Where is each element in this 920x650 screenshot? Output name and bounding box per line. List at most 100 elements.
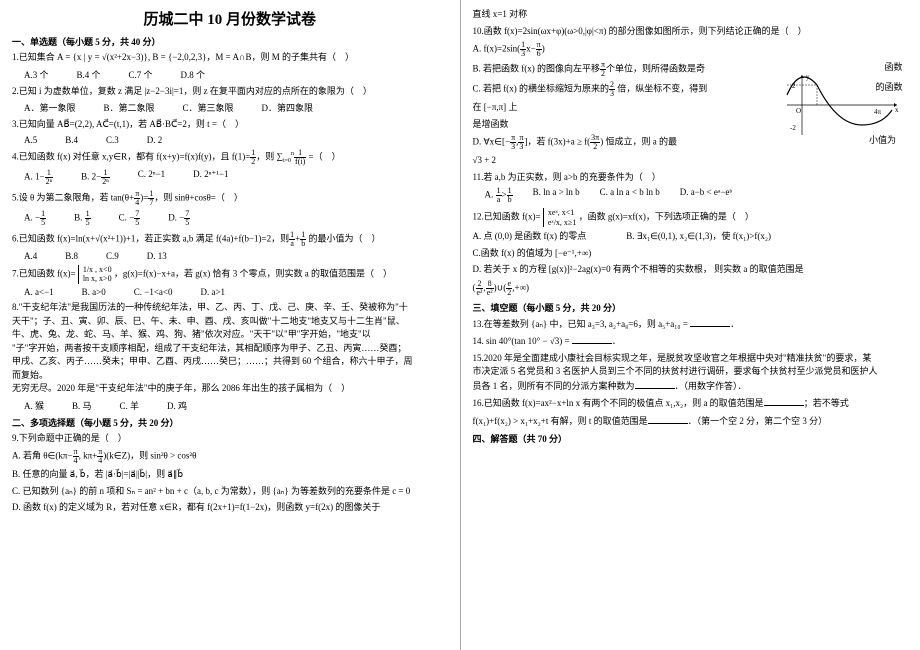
q7-opt-c: C. −1<a<0 bbox=[134, 287, 173, 297]
q2-opt-c: C．第三象限 bbox=[183, 101, 234, 114]
question-13: 13.在等差数列 {aₙ} 中，已知 a₃=3, a₂+a₈=6，则 a₅+a₁… bbox=[473, 317, 909, 332]
blank-13 bbox=[690, 317, 730, 327]
q4-pre: 4.已知函数 f(x) 对任意 x,y∈R，都有 f(x+y)=f(x)f(y)… bbox=[12, 151, 250, 161]
q8-opt-b: B. 马 bbox=[72, 399, 92, 412]
q3-opt-d: D. 2 bbox=[147, 135, 163, 145]
q10-side1: 函数 bbox=[884, 61, 902, 75]
question-8: 8."干支纪年法"是我国历法的一种传统纪年法，甲、乙、丙、丁、戊、己、庚、辛、壬… bbox=[12, 301, 448, 396]
q10-side2: 的函数 bbox=[875, 81, 902, 95]
q1-opt-d: D.8 个 bbox=[181, 68, 206, 81]
q5-options: A. −15 B. 15 C. −75 D. −75 bbox=[24, 210, 448, 227]
section-4-head: 四、解答题（共 70 分） bbox=[473, 432, 909, 445]
q11-opt-d: D. a−b < eᵃ−eᵇ bbox=[680, 187, 732, 204]
q10-opt-c2: 在 [−π,π] 上 bbox=[473, 101, 909, 115]
q4-opt-d: D. 2ⁿ⁺¹−1 bbox=[193, 169, 228, 186]
q5-mid: )= bbox=[140, 192, 148, 202]
q2-options: A．第一象限 B．第二象限 C．第三象限 D．第四象限 bbox=[24, 101, 448, 114]
q12-piecewise: xeˣ, x<1eˣ/x, x≥1 bbox=[543, 208, 576, 227]
q6-post: 的最小值为（ ） bbox=[306, 233, 380, 243]
q12-opt-d: D. 若关于 x 的方程 [g(x)]²−2ag(x)=0 有两个不相等的实数根… bbox=[473, 263, 909, 277]
q8-line-f: 而复始。 bbox=[12, 369, 448, 383]
question-14: 14. sin 40°(tan 10° − √3) = ． bbox=[473, 334, 909, 349]
q11-opt-a: A. 1a>1b bbox=[485, 187, 513, 204]
q1-opt-b: B.4 个 bbox=[77, 68, 101, 81]
q10-d3: √3 + 2 bbox=[473, 154, 909, 168]
q6-opt-a: A.4 bbox=[24, 251, 37, 261]
q5-post: ，则 sinθ+cosθ=（ ） bbox=[154, 192, 243, 202]
q7-pre: 7.已知函数 f(x)= bbox=[12, 269, 76, 279]
q2-opt-b: B．第二象限 bbox=[104, 101, 155, 114]
q7-piecewise: 1/x , x<0ln x, x>0 bbox=[78, 265, 112, 284]
question-2: 2.已知 i 为虚数单位，复数 z 满足 |z−2−3i|=1，则 z 在复平面… bbox=[12, 85, 448, 99]
q8-opt-c: C. 羊 bbox=[120, 399, 140, 412]
q10-opt-c: C. 若把 f(x) 的横坐标缩短为原来的23 倍，纵坐标不变，得到 的函数 bbox=[473, 81, 773, 98]
q2-opt-a: A．第一象限 bbox=[24, 101, 76, 114]
q3-options: A.5 B.4 C.3 D. 2 bbox=[24, 135, 448, 145]
q3-opt-b: B.4 bbox=[65, 135, 78, 145]
frac-1a-1b: 1a bbox=[289, 231, 295, 248]
question-4: 4.已知函数 f(x) 对任意 x,y∈R，都有 f(x+y)=f(x)f(y)… bbox=[12, 149, 448, 166]
q6-options: A.4 B.8 C.9 D. 13 bbox=[24, 251, 448, 261]
q4-opt-a: A. 1−12ⁿ bbox=[24, 169, 53, 186]
blank-15 bbox=[635, 379, 675, 389]
q5-opt-c: C. −75 bbox=[119, 210, 141, 227]
blank-16b bbox=[648, 414, 688, 424]
q12-opt-d2: (2e²,8e²)∪(e2,+∞) bbox=[473, 280, 909, 297]
q8-line-c: 牛、虎、兔、龙、蛇、马、羊、猴、鸡、狗、猪"依次对应。"天干"以"甲"字开始，"… bbox=[12, 328, 448, 342]
q11-opt-b: B. ln a > ln b bbox=[533, 187, 580, 204]
q6-opt-d: D. 13 bbox=[147, 251, 167, 261]
q12-row-ab: A. 点 (0,0) 是函数 f(x) 的零点 B. ∃x₁∈(0,1), x₂… bbox=[473, 230, 909, 244]
q9d-continuation: 直线 x=1 对称 bbox=[473, 8, 909, 22]
q11-opt-c: C. a ln a < b ln b bbox=[600, 187, 660, 204]
frac-sum: 1f(i) bbox=[294, 149, 306, 166]
sum-expr: ∑i=0n bbox=[277, 151, 294, 161]
q10-opt-a: A. f(x)=2sin(13x−π6) bbox=[473, 41, 773, 58]
question-9: 9.下列命题中正确的是（ ） bbox=[12, 432, 448, 446]
q1-opt-a: A.3 个 bbox=[24, 68, 49, 81]
q7-opt-a: A. a<−1 bbox=[24, 287, 54, 297]
question-3: 3.已知向量 AB⃗=(2,2), AC⃗=(t,1)，若 AB⃗·BC⃗=2，… bbox=[12, 118, 448, 132]
q12-opt-a: A. 点 (0,0) 是函数 f(x) 的零点 bbox=[473, 230, 587, 244]
section-3-head: 三、填空题（每小题 5 分，共 20 分） bbox=[473, 301, 909, 314]
q8-opt-a: A. 猴 bbox=[24, 399, 44, 412]
q8-line-g: 无穷无尽。2020 年是"干支纪年法"中的庚子年，那么 2086 年出生的孩子属… bbox=[12, 382, 448, 396]
blank-14 bbox=[572, 334, 612, 344]
q2-opt-d: D．第四象限 bbox=[262, 101, 314, 114]
y-axis-label: y bbox=[806, 73, 810, 81]
q8-options: A. 猴 B. 马 C. 羊 D. 鸡 bbox=[24, 399, 448, 412]
q4-opt-c: C. 2ⁿ−1 bbox=[138, 169, 165, 186]
q7-options: A. a<−1 B. a>0 C. −1<a<0 D. a>1 bbox=[24, 287, 448, 297]
question-12: 12.已知函数 f(x)= xeˣ, x<1eˣ/x, x≥1 ，函数 g(x)… bbox=[473, 208, 909, 227]
q5-opt-b: B. 15 bbox=[74, 210, 91, 227]
q9-opt-d: D. 函数 f(x) 的定义域为 R，若对任意 x∈R，都有 f(2x+1)=f… bbox=[12, 501, 448, 515]
question-1: 1.已知集合 A = {x | y = √(x²+2x−3)}, B = {−2… bbox=[12, 51, 448, 65]
question-10: 10.函数 f(x)=2sin(ωx+φ)(ω>0,|φ|<π) 的部分图像如图… bbox=[473, 25, 909, 39]
question-11: 11.若 a,b 为正实数，则 a>b 的充要条件为（ ） bbox=[473, 171, 909, 185]
section-1-head: 一、单选题（每小题 5 分，共 40 分） bbox=[12, 35, 448, 48]
exam-title: 历城二中 10 月份数学试卷 bbox=[12, 8, 448, 29]
q5-opt-d: D. −75 bbox=[168, 210, 190, 227]
y-2-label: 2 bbox=[792, 82, 796, 90]
section-2-head: 二、多项选择题（每小题 5 分，共 20 分） bbox=[12, 416, 448, 429]
blank-16a bbox=[764, 396, 804, 406]
question-7: 7.已知函数 f(x)= 1/x , x<0ln x, x>0 ，g(x)=f(… bbox=[12, 265, 448, 284]
q12-opt-c: C.函数 f(x) 的值域为 [−e⁻¹,+∞) bbox=[473, 247, 909, 261]
q8-line-b: 天干"；子、丑、寅、卯、辰、巳、午、未、申、酉、戌、亥叫做"十二地支"地支又与十… bbox=[12, 315, 448, 329]
question-6: 6.已知函数 f(x)=ln(x+√(x²+1))+1，若正实数 a,b 满足 … bbox=[12, 231, 448, 248]
q5-opt-a: A. −15 bbox=[24, 210, 46, 227]
q8-line-a: 8."干支纪年法"是我国历法的一种传统纪年法，甲、乙、丙、丁、戊、己、庚、辛、壬… bbox=[12, 301, 448, 315]
q3-opt-c: C.3 bbox=[106, 135, 119, 145]
question-16b: f(x₁)+f(x₂) > x₁+x₂+t 有解，则 t 的取值范围是．（第一个… bbox=[473, 414, 909, 429]
q8-line-e: 甲戌、乙亥、丙子……癸未；甲申、乙酉、丙戌……癸巳；……；共得到 60 个组合，… bbox=[12, 355, 448, 369]
q6-pre: 6.已知函数 f(x)=ln(x+√(x²+1))+1，若正实数 a,b 满足 … bbox=[12, 233, 289, 243]
left-column: 历城二中 10 月份数学试卷 一、单选题（每小题 5 分，共 40 分） 1.已… bbox=[0, 0, 460, 650]
q10-opt-b: B. 若把函数 f(x) 的图像向左平移π2个单位，则所得函数是奇 函数 bbox=[473, 61, 773, 78]
q4-opt-b: B. 2−12ⁿ bbox=[81, 169, 110, 186]
q10-side3: 小值为 bbox=[869, 134, 896, 148]
q2-text: 2.已知 i 为虚数单位，复数 z 满足 |z−2−3i|=1，则 z 在复平面… bbox=[12, 86, 372, 96]
q9-opt-c: C. 已知数列 {aₙ} 的前 n 项和 Sₙ = an² + bn + c（a… bbox=[12, 485, 448, 499]
right-column: 直线 x=1 对称 10.函数 f(x)=2sin(ωx+φ)(ω>0,|φ|<… bbox=[461, 0, 920, 650]
q3-text: 3.已知向量 AB⃗=(2,2), AC⃗=(t,1)，若 AB⃗·BC⃗=2，… bbox=[12, 119, 244, 129]
q4-options: A. 1−12ⁿ B. 2−12ⁿ C. 2ⁿ−1 D. 2ⁿ⁺¹−1 bbox=[24, 169, 448, 186]
q10-opt-d: D. ∀x∈[−π3,π3]，若 f(3x)+a ≥ f(3π2) 恒成立，则 … bbox=[473, 134, 909, 151]
